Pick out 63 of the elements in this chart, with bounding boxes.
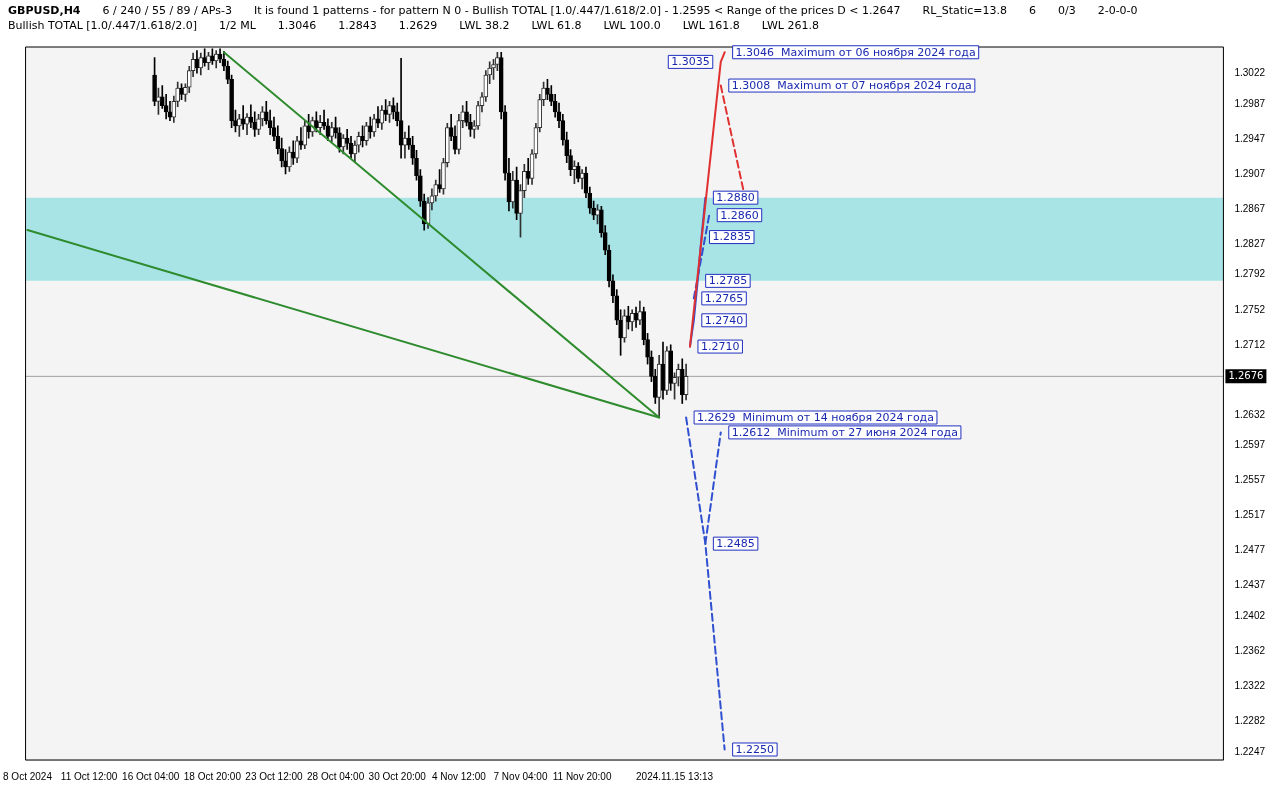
y-tick-label: 1.2907	[1234, 167, 1266, 179]
x-tick-label: 2024.11.15 13:13	[636, 770, 714, 782]
y-tick-label: 1.2827	[1234, 237, 1266, 249]
x-tick-label: 4 Nov 12:00	[431, 770, 487, 782]
y-tick-label: 1.2437	[1234, 579, 1266, 591]
data-label: 1.2250	[735, 742, 775, 756]
y-tick-label: 1.2362	[1234, 645, 1266, 657]
x-tick-label: 30 Oct 20:00	[368, 770, 427, 782]
y-tick-label: 1.2557	[1234, 474, 1266, 486]
y-tick-label: 1.2402	[1234, 610, 1266, 622]
x-tick-label: 8 Oct 2024	[3, 770, 53, 782]
text: LWL 100.0	[603, 18, 661, 33]
x-tick-label: 11 Nov 20:00	[552, 770, 612, 782]
text: 1.3046	[277, 18, 317, 33]
data-label: 1.2740	[704, 313, 744, 327]
y-tick-label: 1.2477	[1234, 544, 1266, 556]
data-label: 1.2765	[704, 291, 744, 305]
text: 0/3	[1057, 3, 1076, 18]
y-tick-label: 1.2752	[1234, 303, 1266, 315]
text: LWL 161.8	[682, 18, 740, 33]
text: RL_Static=13.8	[922, 3, 1007, 18]
x-tick-label: 23 Oct 12:00	[245, 770, 304, 782]
text: LWL 38.2	[459, 18, 510, 33]
x-tick-label: 28 Oct 04:00	[306, 770, 365, 782]
chart-title: GBPUSD,H4	[8, 3, 81, 18]
data-label: 1.2612 Minimum от 27 июня 2024 года	[731, 425, 958, 439]
y-tick-label: 1.2792	[1234, 268, 1266, 280]
y-tick-label: 1.2632	[1234, 408, 1266, 420]
y-tick-label: 1.2712	[1234, 338, 1266, 350]
text: LWL 261.8	[761, 18, 819, 33]
y-tick-label: 1.2247	[1234, 745, 1266, 757]
y-tick-label: 1.2322	[1234, 680, 1266, 692]
text: 6 / 240 / 55 / 89 / APs-3	[102, 3, 232, 18]
y-tick-label: 1.2517	[1234, 509, 1266, 521]
y-tick-label: 1.2597	[1234, 439, 1266, 451]
data-label: 1.2485	[716, 537, 755, 551]
y-tick-label: 1.2282	[1234, 715, 1266, 727]
data-label: 1.2785	[708, 274, 748, 288]
text: It is found 1 patterns - for pattern N 0 - Bullish TOTAL [1.0/.447/1.618/2.0] - 1.2595 < Range of the prices D < 1.2647	[253, 3, 901, 18]
data-label: 1.2835	[712, 230, 752, 244]
text: 1.2843	[338, 18, 377, 33]
data-label: 1.2880	[716, 191, 755, 205]
text: Bullish TOTAL [1.0/.447/1.618/2.0]	[8, 18, 197, 33]
x-tick-label: 7 Nov 04:00	[493, 770, 548, 782]
y-tick-label: 1.2867	[1234, 202, 1266, 214]
data-label: 1.2629 Minimum от 14 ноября 2024 года	[697, 410, 934, 424]
text: 1.2629	[398, 18, 438, 33]
text: 2-0-0-0	[1097, 3, 1138, 18]
text: 6	[1028, 3, 1036, 18]
x-tick-label: 16 Oct 04:00	[122, 770, 180, 782]
y-tick-label: 1.2987	[1234, 97, 1266, 109]
data-label: 1.2860	[720, 208, 759, 222]
text: LWL 61.8	[531, 18, 582, 33]
text: 1/2 ML	[218, 18, 256, 33]
data-label: 1.3046 Maximum от 06 ноября 2024 года	[735, 45, 976, 59]
ref-line-label: 1.2676	[1228, 369, 1264, 381]
y-tick-label: 1.3022	[1234, 67, 1266, 79]
data-label: 1.2710	[700, 339, 740, 353]
y-tick-label: 1.2947	[1234, 132, 1266, 144]
x-tick-label: 18 Oct 20:00	[183, 770, 242, 782]
data-label: 1.3035	[671, 55, 710, 69]
data-label: 1.3008 Maximum от 07 ноября 2024 года	[731, 78, 972, 92]
x-tick-label: 11 Oct 12:00	[60, 770, 118, 782]
